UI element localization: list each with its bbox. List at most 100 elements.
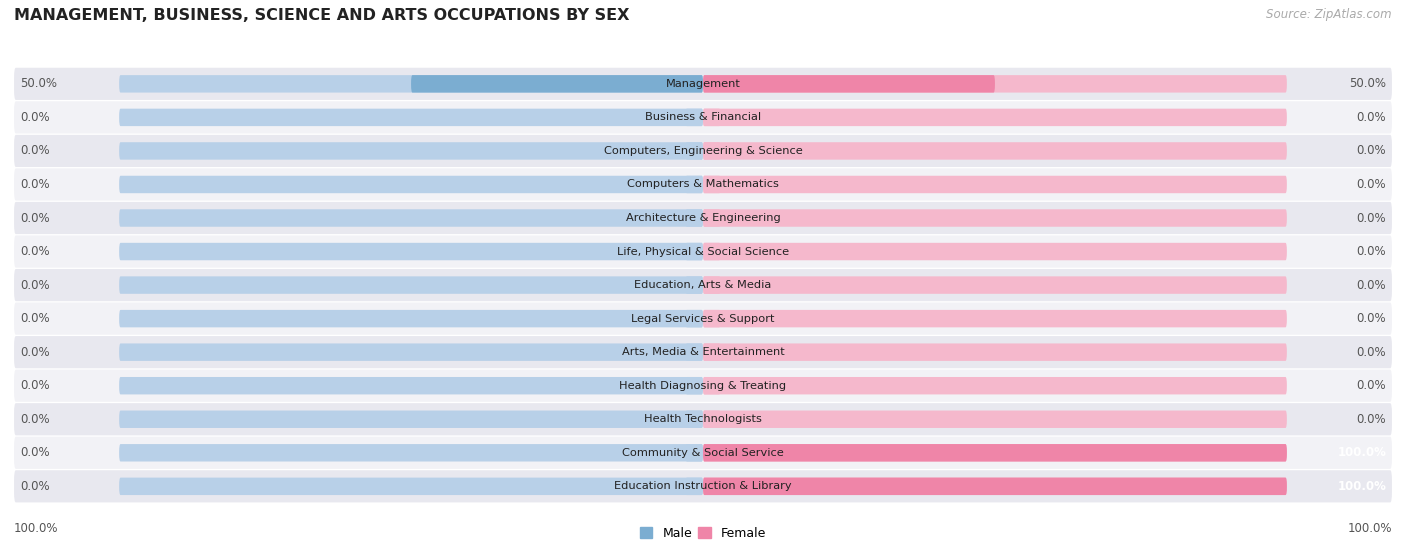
FancyBboxPatch shape — [703, 108, 720, 126]
Text: 50.0%: 50.0% — [1350, 77, 1386, 91]
Text: 0.0%: 0.0% — [20, 111, 49, 124]
FancyBboxPatch shape — [686, 410, 703, 428]
FancyBboxPatch shape — [686, 310, 703, 328]
FancyBboxPatch shape — [703, 343, 1286, 361]
FancyBboxPatch shape — [703, 343, 720, 361]
FancyBboxPatch shape — [686, 276, 703, 294]
FancyBboxPatch shape — [686, 243, 703, 260]
FancyBboxPatch shape — [120, 310, 703, 328]
Text: 100.0%: 100.0% — [14, 522, 59, 534]
FancyBboxPatch shape — [703, 75, 995, 93]
FancyBboxPatch shape — [120, 142, 703, 160]
FancyBboxPatch shape — [120, 108, 703, 126]
FancyBboxPatch shape — [14, 168, 1392, 201]
FancyBboxPatch shape — [703, 209, 1286, 227]
FancyBboxPatch shape — [686, 108, 703, 126]
FancyBboxPatch shape — [703, 410, 720, 428]
Text: 50.0%: 50.0% — [20, 77, 56, 91]
Text: 0.0%: 0.0% — [20, 178, 49, 191]
Text: 100.0%: 100.0% — [1337, 446, 1386, 459]
Text: 100.0%: 100.0% — [1347, 522, 1392, 534]
FancyBboxPatch shape — [703, 477, 1286, 495]
Text: 0.0%: 0.0% — [20, 480, 49, 493]
Text: 0.0%: 0.0% — [1357, 144, 1386, 158]
FancyBboxPatch shape — [14, 101, 1392, 134]
Text: Management: Management — [665, 79, 741, 89]
FancyBboxPatch shape — [14, 202, 1392, 234]
FancyBboxPatch shape — [703, 243, 1286, 260]
Text: 0.0%: 0.0% — [1357, 178, 1386, 191]
Text: 0.0%: 0.0% — [1357, 345, 1386, 359]
FancyBboxPatch shape — [703, 410, 1286, 428]
FancyBboxPatch shape — [14, 135, 1392, 167]
Text: 0.0%: 0.0% — [1357, 278, 1386, 292]
FancyBboxPatch shape — [703, 209, 720, 227]
FancyBboxPatch shape — [703, 477, 1286, 495]
FancyBboxPatch shape — [703, 142, 720, 160]
Text: 0.0%: 0.0% — [1357, 312, 1386, 325]
FancyBboxPatch shape — [120, 75, 703, 93]
FancyBboxPatch shape — [14, 235, 1392, 268]
Text: 0.0%: 0.0% — [20, 446, 49, 459]
Text: 0.0%: 0.0% — [20, 144, 49, 158]
FancyBboxPatch shape — [120, 343, 703, 361]
FancyBboxPatch shape — [120, 477, 703, 495]
Text: Legal Services & Support: Legal Services & Support — [631, 314, 775, 324]
FancyBboxPatch shape — [14, 68, 1392, 100]
FancyBboxPatch shape — [703, 310, 720, 328]
FancyBboxPatch shape — [120, 209, 703, 227]
Text: Business & Financial: Business & Financial — [645, 112, 761, 122]
Text: 0.0%: 0.0% — [1357, 379, 1386, 392]
FancyBboxPatch shape — [14, 369, 1392, 402]
FancyBboxPatch shape — [686, 444, 703, 462]
Text: Community & Social Service: Community & Social Service — [621, 448, 785, 458]
FancyBboxPatch shape — [120, 176, 703, 193]
Text: MANAGEMENT, BUSINESS, SCIENCE AND ARTS OCCUPATIONS BY SEX: MANAGEMENT, BUSINESS, SCIENCE AND ARTS O… — [14, 8, 630, 23]
FancyBboxPatch shape — [120, 243, 703, 260]
FancyBboxPatch shape — [686, 377, 703, 395]
FancyBboxPatch shape — [703, 176, 1286, 193]
FancyBboxPatch shape — [14, 470, 1392, 503]
FancyBboxPatch shape — [703, 75, 1286, 93]
Text: 0.0%: 0.0% — [20, 211, 49, 225]
FancyBboxPatch shape — [14, 437, 1392, 469]
FancyBboxPatch shape — [686, 343, 703, 361]
FancyBboxPatch shape — [14, 302, 1392, 335]
Text: 100.0%: 100.0% — [1337, 480, 1386, 493]
Text: 0.0%: 0.0% — [1357, 111, 1386, 124]
FancyBboxPatch shape — [120, 276, 703, 294]
Text: Arts, Media & Entertainment: Arts, Media & Entertainment — [621, 347, 785, 357]
Text: Source: ZipAtlas.com: Source: ZipAtlas.com — [1267, 8, 1392, 21]
FancyBboxPatch shape — [120, 444, 703, 462]
Text: 0.0%: 0.0% — [1357, 211, 1386, 225]
FancyBboxPatch shape — [686, 477, 703, 495]
Text: 0.0%: 0.0% — [1357, 245, 1386, 258]
FancyBboxPatch shape — [411, 75, 703, 93]
FancyBboxPatch shape — [703, 276, 1286, 294]
Text: Education Instruction & Library: Education Instruction & Library — [614, 481, 792, 491]
Legend: Male, Female: Male, Female — [636, 522, 770, 545]
Text: 0.0%: 0.0% — [20, 278, 49, 292]
FancyBboxPatch shape — [120, 410, 703, 428]
Text: Health Technologists: Health Technologists — [644, 414, 762, 424]
FancyBboxPatch shape — [686, 209, 703, 227]
FancyBboxPatch shape — [703, 108, 1286, 126]
Text: Architecture & Engineering: Architecture & Engineering — [626, 213, 780, 223]
FancyBboxPatch shape — [686, 142, 703, 160]
Text: 0.0%: 0.0% — [20, 379, 49, 392]
FancyBboxPatch shape — [703, 377, 720, 395]
FancyBboxPatch shape — [686, 176, 703, 193]
Text: 0.0%: 0.0% — [1357, 413, 1386, 426]
FancyBboxPatch shape — [120, 377, 703, 395]
Text: Health Diagnosing & Treating: Health Diagnosing & Treating — [620, 381, 786, 391]
FancyBboxPatch shape — [703, 444, 1286, 462]
FancyBboxPatch shape — [703, 243, 720, 260]
Text: 0.0%: 0.0% — [20, 245, 49, 258]
FancyBboxPatch shape — [703, 276, 720, 294]
FancyBboxPatch shape — [14, 403, 1392, 435]
FancyBboxPatch shape — [703, 142, 1286, 160]
FancyBboxPatch shape — [14, 336, 1392, 368]
FancyBboxPatch shape — [703, 377, 1286, 395]
FancyBboxPatch shape — [703, 176, 720, 193]
Text: Computers, Engineering & Science: Computers, Engineering & Science — [603, 146, 803, 156]
